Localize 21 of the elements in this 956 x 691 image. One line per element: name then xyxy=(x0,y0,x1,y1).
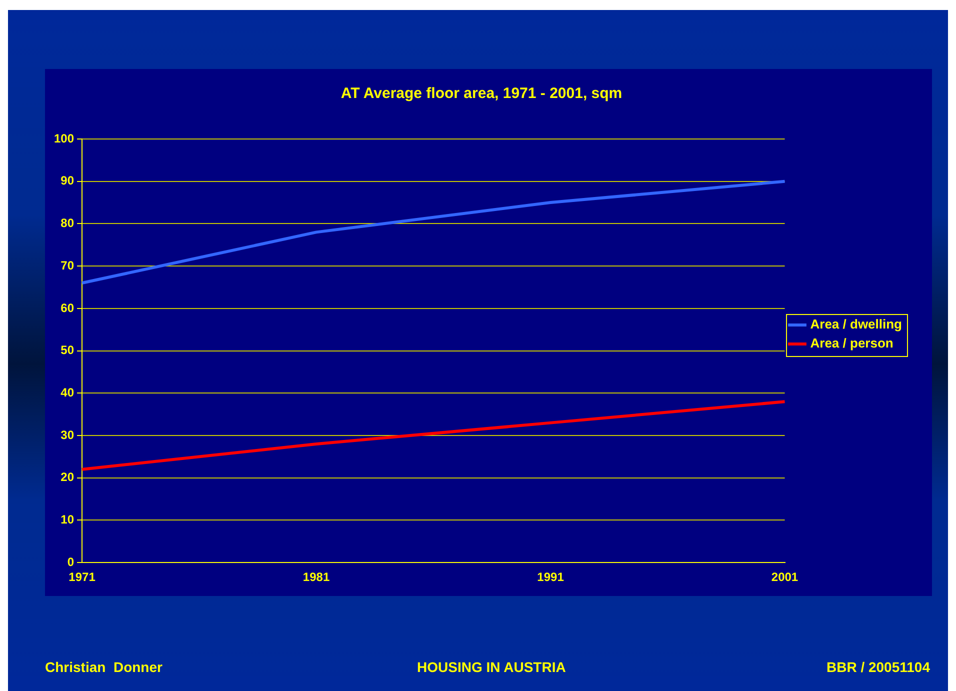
y-tick-label: 90 xyxy=(60,174,74,188)
text: Christian Donner xyxy=(45,659,162,675)
x-tick-label: 1971 xyxy=(68,570,96,584)
y-tick-label: 30 xyxy=(60,428,74,442)
y-tick-label: 80 xyxy=(60,216,74,230)
y-tick-label: 60 xyxy=(60,300,74,315)
chart-title: AT Average floor area, 1971 - 2001, sqm xyxy=(340,85,622,102)
y-tick-label: 10 xyxy=(60,512,74,527)
y-tick-label: 40 xyxy=(60,385,74,400)
y-tick-label: 100 xyxy=(54,131,74,146)
legend-label: Area / person xyxy=(810,336,894,351)
y-tick-label: 70 xyxy=(60,258,74,272)
x-tick-label: 2001 xyxy=(771,570,798,584)
text: HOUSING IN AUSTRIA xyxy=(417,659,566,675)
x-tick-label: 1991 xyxy=(537,570,564,584)
x-tick-label: 1981 xyxy=(302,570,330,584)
text: BBR / 20051104 xyxy=(826,659,930,675)
y-tick-label: 0 xyxy=(67,554,74,569)
y-tick-label: 50 xyxy=(60,343,74,358)
y-tick-label: 20 xyxy=(60,470,74,484)
legend-label: Area / dwelling xyxy=(810,316,902,332)
